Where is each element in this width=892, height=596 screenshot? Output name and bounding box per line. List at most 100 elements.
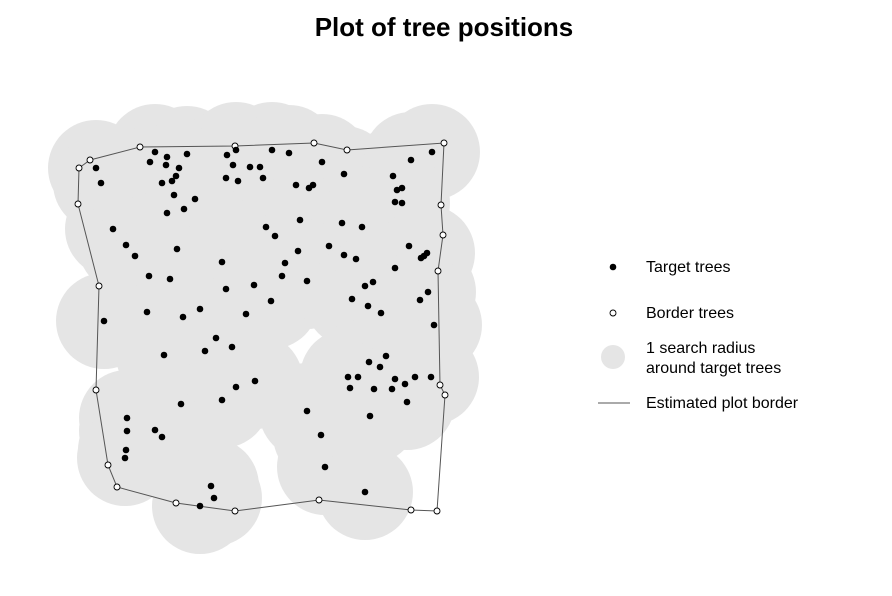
target-tree [278,272,286,280]
border-tree [343,146,351,154]
target-tree [340,170,348,178]
target-tree [407,156,415,164]
target-tree [250,281,258,289]
target-tree [151,426,159,434]
target-tree [146,158,154,166]
target-tree [179,313,187,321]
target-tree [100,317,108,325]
target-tree [391,198,399,206]
target-tree [309,181,317,189]
target-tree [234,177,242,185]
border-tree [113,483,121,491]
target-tree [340,251,348,259]
target-tree [393,186,401,194]
target-tree [281,259,289,267]
target-tree [121,454,129,462]
legend-target-marker [609,263,617,271]
target-tree [145,272,153,280]
target-tree [222,285,230,293]
target-tree [294,247,302,255]
target-tree [163,153,171,161]
target-tree [256,163,264,171]
border-tree [310,139,318,147]
target-tree [296,216,304,224]
border-tree [436,381,444,389]
target-tree [428,148,436,156]
target-tree [251,377,259,385]
target-tree [122,241,130,249]
target-tree [180,205,188,213]
target-tree [352,255,360,263]
chart-title: Plot of tree positions [315,12,574,42]
target-tree [361,488,369,496]
border-tree [95,282,103,290]
target-tree [416,296,424,304]
border-tree [441,391,449,399]
target-tree [365,358,373,366]
target-tree [303,277,311,285]
border-tree [407,506,415,514]
target-tree [382,352,390,360]
border-tree [434,267,442,275]
target-tree [173,245,181,253]
target-tree [223,151,231,159]
target-tree [285,149,293,157]
border-tree [439,231,447,239]
target-tree [177,400,185,408]
target-tree [259,174,267,182]
legend-label: 1 search radius [646,340,755,357]
target-tree [292,181,300,189]
target-tree [158,433,166,441]
target-tree [398,184,406,192]
target-tree [391,264,399,272]
border-tree [437,201,445,209]
target-tree [361,282,369,290]
target-tree [405,242,413,250]
target-tree [228,343,236,351]
target-tree [411,373,419,381]
legend-label: around target trees [646,360,781,377]
target-tree [267,297,275,305]
target-tree [398,199,406,207]
target-tree [242,310,250,318]
border-tree [440,139,448,147]
target-tree [131,252,139,260]
target-tree [370,385,378,393]
target-tree [158,179,166,187]
target-tree [163,209,171,217]
target-tree [364,302,372,310]
legend-label: Border trees [646,305,734,322]
target-tree [218,258,226,266]
target-tree [346,384,354,392]
target-tree [229,161,237,169]
target-tree [160,351,168,359]
border-tree [172,499,180,507]
target-tree [262,223,270,231]
border-tree [86,156,94,164]
border-tree [75,164,83,172]
target-tree [143,308,151,316]
target-tree [325,242,333,250]
target-tree [109,225,117,233]
border-tree [231,507,239,515]
target-tree [369,278,377,286]
border-tree [136,143,144,151]
target-tree [389,172,397,180]
target-tree [317,431,325,439]
target-tree [376,363,384,371]
border-tree [74,200,82,208]
target-tree [344,373,352,381]
target-tree [196,502,204,510]
legend-label: Target trees [646,259,730,276]
target-tree [366,412,374,420]
legend-search-marker [601,345,625,369]
target-tree [168,177,176,185]
target-tree [218,396,226,404]
target-tree [423,249,431,257]
legend-border-marker [609,309,617,317]
target-tree [232,146,240,154]
target-tree [318,158,326,166]
target-tree [170,191,178,199]
border-tree [315,496,323,504]
